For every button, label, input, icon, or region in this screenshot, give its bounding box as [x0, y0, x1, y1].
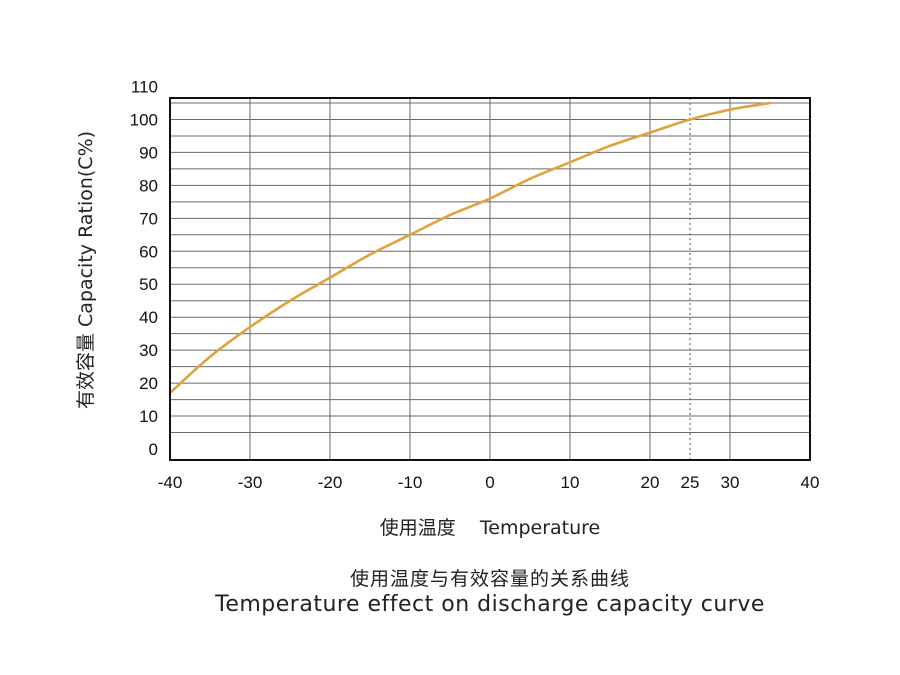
x-tick-label: 20: [641, 473, 660, 492]
x-tick-label: -30: [238, 473, 263, 492]
y-tick-label: 0: [149, 440, 158, 459]
y-tick-label: 40: [139, 308, 158, 327]
y-tick-label: 70: [139, 209, 158, 228]
grid: [170, 98, 810, 460]
x-tick-label: 25: [681, 473, 700, 492]
y-tick-label: 10: [139, 407, 158, 426]
y-tick-label: 50: [139, 275, 158, 294]
y-tick-label: 90: [139, 143, 158, 162]
y-axis-title: 有效容量 Capacity Ration(C%): [75, 131, 97, 409]
caption-chinese: 使用温度与有效容量的关系曲线: [349, 568, 630, 590]
y-tick-label: 110: [131, 78, 158, 97]
y-tick-label: 100: [130, 110, 158, 129]
x-tick-label: 30: [721, 473, 740, 492]
x-tick-label: -10: [398, 473, 423, 492]
y-tick-label: 30: [139, 341, 158, 360]
x-tick-label: 0: [485, 473, 494, 492]
y-tick-labels: 0 10 20 30 40 50 60 70 80 90 100 110: [130, 78, 158, 459]
x-tick-labels: -40 -30 -20 -10 0 10 20 25 30 40: [158, 473, 820, 492]
y-tick-label: 60: [139, 242, 158, 261]
x-tick-label: -20: [318, 473, 343, 492]
x-tick-label: 10: [561, 473, 580, 492]
x-tick-label: 40: [801, 473, 820, 492]
y-tick-label: 80: [139, 176, 158, 195]
plot-frame: [169, 97, 811, 461]
caption-english: Temperature effect on discharge capacity…: [215, 592, 765, 617]
series-group: [168, 101, 772, 395]
capacity-curve: [168, 101, 772, 395]
x-tick-label: -40: [158, 473, 183, 492]
y-tick-label: 20: [139, 374, 158, 393]
x-axis-title: 使用温度 Temperature: [380, 517, 601, 539]
